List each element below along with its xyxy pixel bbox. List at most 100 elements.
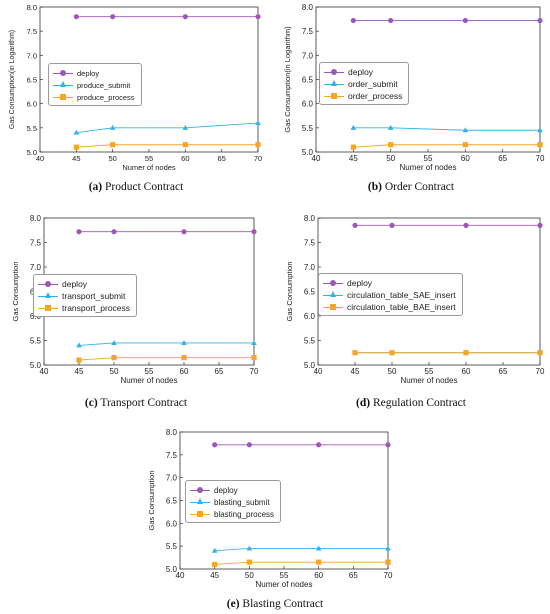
data-point xyxy=(246,559,252,565)
legend-item-process: produce_process xyxy=(53,91,135,103)
legend: deploy order_submit order_process xyxy=(319,62,410,105)
data-point xyxy=(388,17,394,24)
y-tick-label: 6.5 xyxy=(302,76,314,85)
chart-panel-product: 40 45 50 55 60 65 70 5.0 5.5 6.0 6.5 7.0 7.5 8.0 Numer… xyxy=(0,0,272,205)
chart-panel-blasting: 40 45 50 55 60 65 70 5.0 5.5 6.0 6.5 7.0 7.5 8.0 Numer… xyxy=(136,424,414,614)
caption-letter: (a) xyxy=(88,181,103,193)
data-point xyxy=(251,229,257,235)
x-tick-label: 55 xyxy=(424,154,433,163)
legend-circle-marker xyxy=(330,280,336,286)
legend-item-submit: order_submit xyxy=(324,78,402,90)
caption-text: Transport Contract xyxy=(100,397,188,409)
series-deploy xyxy=(352,222,543,228)
y-tick-label: 8.0 xyxy=(304,214,316,223)
data-point xyxy=(182,124,189,130)
data-point xyxy=(385,442,391,448)
y-tick-label: 7.0 xyxy=(302,51,314,60)
y-axis-label: Gas Consumption xyxy=(147,470,156,530)
legend-marker-circle xyxy=(190,485,210,495)
x-tick-label: 50 xyxy=(110,367,119,376)
x-tick-label: 65 xyxy=(498,154,507,163)
series-order_process xyxy=(350,142,543,150)
data-point xyxy=(350,17,356,24)
y-tick-label: 8.0 xyxy=(302,3,314,12)
legend: deploy transport_submit transport_proces… xyxy=(33,274,138,317)
series-circulation_table_SAE_insert xyxy=(352,349,543,355)
legend-item-process: transport_process xyxy=(38,302,130,314)
data-point xyxy=(350,144,356,150)
data-point xyxy=(76,357,82,363)
y-axis-label: Gas Consumption xyxy=(11,261,20,321)
data-point xyxy=(537,17,543,24)
series-blasting_process xyxy=(212,559,391,568)
y-axis-label: Gas Consumption(in Logarithm) xyxy=(283,26,292,133)
series-line xyxy=(76,144,258,148)
x-tick-label: 40 xyxy=(176,571,185,580)
legend-marker-triangle xyxy=(38,291,58,301)
legend-item-submit: blasting_submit xyxy=(190,496,274,508)
x-tick-label: 70 xyxy=(254,154,262,163)
x-axis-label: Numer of nodes xyxy=(121,376,178,385)
data-point xyxy=(387,124,394,130)
figure-caption: (c) Transport Contract xyxy=(0,397,272,409)
legend-item-submit: transport_submit xyxy=(38,290,130,302)
x-tick-label: 45 xyxy=(72,154,80,163)
data-point xyxy=(315,545,322,551)
y-tick-label: 7.5 xyxy=(27,27,37,36)
data-point xyxy=(350,124,357,130)
data-point xyxy=(251,339,257,345)
y-tick-label: 5.0 xyxy=(27,148,37,157)
data-point xyxy=(537,222,543,228)
series-circulation_table_BAE_insert xyxy=(352,350,543,356)
data-point xyxy=(385,545,391,551)
caption-letter: (d) xyxy=(356,397,371,409)
data-point xyxy=(73,144,79,150)
chart-panel-order: 40 45 50 55 60 65 70 5.0 5.5 6.0 6.5 7.0 7.5 8.0 Numer… xyxy=(272,0,550,205)
data-point xyxy=(389,350,395,356)
y-tick-label: 8.0 xyxy=(166,428,178,437)
legend-triangle-marker xyxy=(330,291,336,297)
data-point xyxy=(182,14,188,20)
y-tick-label: 6.5 xyxy=(166,497,178,506)
x-tick-label: 45 xyxy=(349,154,358,163)
y-tick-label: 5.0 xyxy=(166,565,178,574)
data-point xyxy=(389,222,395,228)
legend-marker-triangle xyxy=(190,497,210,507)
y-tick-label: 7.0 xyxy=(27,51,37,60)
legend-marker-square xyxy=(190,509,210,519)
caption-text: Product Contract xyxy=(105,181,184,193)
figure-caption: (e) Blasting Contract xyxy=(136,598,414,610)
caption-letter: (e) xyxy=(226,598,240,610)
data-point xyxy=(255,120,261,125)
y-tick-label: 8.0 xyxy=(27,3,37,12)
chart-panel-transport: 404550556065705.05.56.06.57.07.58.0Numer… xyxy=(0,210,272,415)
chart-blasting-contract: 40 45 50 55 60 65 70 5.0 5.5 6.0 6.5 7.0 7.5 8.0 Numer… xyxy=(147,428,393,589)
series-deploy xyxy=(76,229,257,235)
legend-marker-square xyxy=(38,303,58,313)
legend-item-process: order_process xyxy=(324,90,402,102)
y-tick-label: 5.5 xyxy=(302,124,314,133)
y-tick-label: 6.0 xyxy=(27,100,37,109)
legend-marker-triangle xyxy=(53,80,73,90)
legend-triangle-marker xyxy=(331,80,337,86)
y-tick-label: 5.0 xyxy=(30,361,42,370)
data-point xyxy=(462,17,468,24)
data-point xyxy=(110,14,116,20)
y-tick-label: 5.5 xyxy=(304,337,316,346)
x-tick-label: 60 xyxy=(180,367,189,376)
legend-square-marker xyxy=(60,94,66,100)
x-tick-label: 70 xyxy=(250,367,259,376)
series-line xyxy=(76,122,259,134)
y-tick-label: 7.5 xyxy=(166,451,178,460)
x-tick-label: 60 xyxy=(314,571,323,580)
legend-circle-marker xyxy=(45,281,51,287)
chart-panel-regulation: 40 45 50 55 60 65 70 5.0 5.5 6.0 6.5 7.0 7.5 8.0 Numer… xyxy=(272,210,550,415)
data-point xyxy=(537,142,543,148)
x-tick-label: 60 xyxy=(462,367,471,376)
legend-item-deploy: deploy xyxy=(323,277,456,289)
data-point xyxy=(109,124,116,130)
data-point xyxy=(212,442,218,448)
data-point xyxy=(352,222,358,228)
x-tick-label: 55 xyxy=(145,367,154,376)
y-tick-label: 8.0 xyxy=(30,214,42,223)
